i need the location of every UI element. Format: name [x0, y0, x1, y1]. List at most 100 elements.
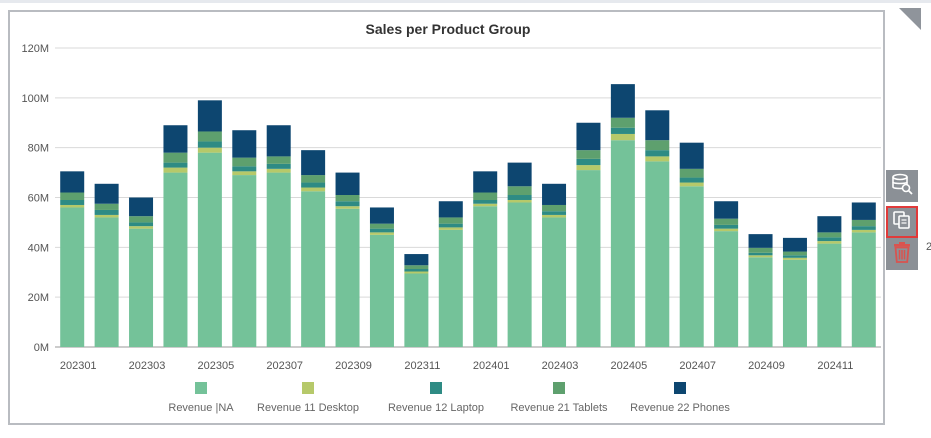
bar-segment[interactable]: [94, 209, 119, 215]
bar-segment[interactable]: [679, 186, 704, 347]
bar-segment[interactable]: [748, 247, 773, 253]
bar-segment[interactable]: [817, 237, 842, 242]
bar-segment[interactable]: [266, 125, 291, 157]
bar-segment[interactable]: [369, 228, 394, 233]
bar-segment[interactable]: [714, 228, 739, 232]
bar-segment[interactable]: [817, 216, 842, 233]
bar-segment[interactable]: [60, 207, 85, 347]
bar-segment[interactable]: [507, 186, 532, 196]
bar-segment[interactable]: [542, 204, 567, 212]
bar-segment[interactable]: [163, 125, 188, 153]
bar-segment[interactable]: [473, 203, 498, 207]
bar-segment[interactable]: [163, 172, 188, 347]
bar-segment[interactable]: [266, 168, 291, 173]
bar-segment[interactable]: [197, 141, 222, 148]
bar-segment[interactable]: [197, 131, 222, 142]
bar-segment[interactable]: [232, 130, 257, 158]
bar-segment[interactable]: [645, 110, 670, 141]
bar-segment[interactable]: [438, 227, 463, 230]
bar-segment[interactable]: [851, 202, 876, 220]
bar-segment[interactable]: [197, 152, 222, 347]
bar-segment[interactable]: [301, 150, 326, 176]
bar-segment[interactable]: [301, 175, 326, 183]
legend-swatch[interactable]: [553, 382, 565, 394]
bar-segment[interactable]: [679, 168, 704, 178]
bar-segment[interactable]: [232, 166, 257, 172]
bar-segment[interactable]: [714, 218, 739, 225]
bar-segment[interactable]: [610, 117, 635, 128]
bar-segment[interactable]: [94, 183, 119, 204]
legend-swatch[interactable]: [430, 382, 442, 394]
bar-segment[interactable]: [610, 127, 635, 134]
bar-segment[interactable]: [404, 254, 429, 266]
bar-segment[interactable]: [507, 202, 532, 347]
bar-segment[interactable]: [438, 223, 463, 228]
bar-segment[interactable]: [645, 150, 670, 157]
bar-segment[interactable]: [817, 232, 842, 238]
bar-segment[interactable]: [576, 158, 601, 166]
bar-segment[interactable]: [335, 201, 360, 207]
bar-segment[interactable]: [817, 241, 842, 244]
bar-segment[interactable]: [576, 170, 601, 347]
bar-segment[interactable]: [438, 201, 463, 218]
bar-segment[interactable]: [851, 232, 876, 347]
bar-segment[interactable]: [576, 165, 601, 171]
legend-swatch[interactable]: [674, 382, 686, 394]
bar-segment[interactable]: [129, 216, 154, 223]
bar-segment[interactable]: [507, 162, 532, 187]
bar-segment[interactable]: [645, 156, 670, 162]
bar-segment[interactable]: [94, 217, 119, 347]
bar-segment[interactable]: [507, 195, 532, 200]
bar-segment[interactable]: [714, 231, 739, 347]
bar-segment[interactable]: [542, 214, 567, 218]
bar-segment[interactable]: [404, 273, 429, 347]
bar-segment[interactable]: [473, 192, 498, 200]
legend-label[interactable]: Revenue 21 Tablets: [510, 402, 608, 414]
bar-segment[interactable]: [266, 172, 291, 347]
legend-swatch[interactable]: [195, 382, 207, 394]
bar-segment[interactable]: [473, 206, 498, 347]
bar-segment[interactable]: [851, 226, 876, 230]
bar-segment[interactable]: [129, 197, 154, 217]
database-search-button[interactable]: [886, 170, 918, 202]
bar-segment[interactable]: [645, 161, 670, 347]
bar-segment[interactable]: [60, 199, 85, 205]
bar-segment[interactable]: [335, 195, 360, 202]
bar-segment[interactable]: [301, 191, 326, 347]
bar-segment[interactable]: [782, 257, 807, 260]
bar-segment[interactable]: [404, 269, 429, 272]
bar-segment[interactable]: [129, 226, 154, 229]
bar-segment[interactable]: [679, 182, 704, 187]
bar-segment[interactable]: [60, 171, 85, 193]
bar-segment[interactable]: [748, 234, 773, 248]
bar-segment[interactable]: [94, 214, 119, 218]
bar-segment[interactable]: [473, 199, 498, 204]
bar-segment[interactable]: [404, 271, 429, 274]
bar-segment[interactable]: [404, 265, 429, 270]
bar-segment[interactable]: [163, 167, 188, 173]
bar-segment[interactable]: [232, 157, 257, 167]
bar-segment[interactable]: [473, 171, 498, 193]
bar-segment[interactable]: [542, 183, 567, 205]
bar-segment[interactable]: [851, 229, 876, 233]
bar-segment[interactable]: [266, 163, 291, 169]
bar-segment[interactable]: [335, 206, 360, 209]
bar-segment[interactable]: [576, 150, 601, 159]
bar-segment[interactable]: [129, 222, 154, 227]
copy-button[interactable]: [886, 206, 918, 238]
bar-segment[interactable]: [60, 204, 85, 208]
bar-segment[interactable]: [438, 217, 463, 224]
bar-segment[interactable]: [335, 208, 360, 347]
bar-segment[interactable]: [782, 237, 807, 252]
bar-segment[interactable]: [576, 122, 601, 151]
legend-swatch[interactable]: [302, 382, 314, 394]
bar-segment[interactable]: [714, 224, 739, 229]
bar-segment[interactable]: [748, 257, 773, 347]
bar-segment[interactable]: [782, 259, 807, 347]
bar-segment[interactable]: [369, 234, 394, 347]
bar-segment[interactable]: [610, 133, 635, 141]
bar-segment[interactable]: [369, 232, 394, 235]
bar-segment[interactable]: [782, 251, 807, 256]
bar-segment[interactable]: [438, 229, 463, 347]
bar-segment[interactable]: [542, 217, 567, 347]
